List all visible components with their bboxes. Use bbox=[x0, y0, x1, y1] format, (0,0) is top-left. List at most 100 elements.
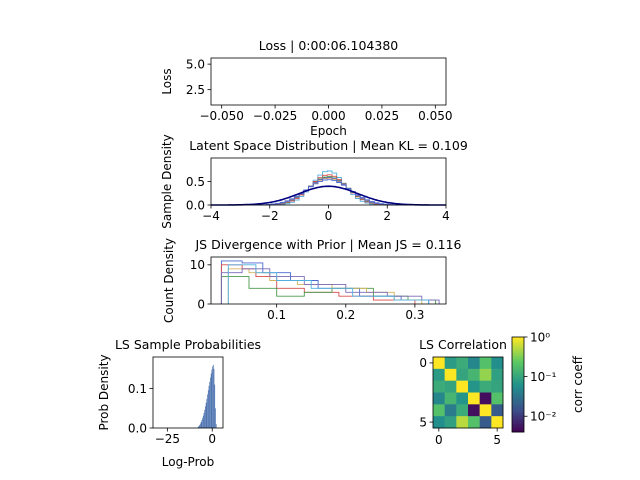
colorbar-segment bbox=[512, 384, 524, 387]
heatmap-cell bbox=[433, 392, 445, 405]
colorbar-segment bbox=[512, 394, 524, 396]
heatmap-cell bbox=[491, 357, 504, 370]
colorbar-segment bbox=[512, 365, 524, 368]
prob-bar bbox=[215, 424, 217, 428]
colorbar-segment bbox=[512, 357, 524, 360]
colorbar-segment bbox=[512, 414, 524, 417]
heatmap-cell bbox=[433, 357, 445, 370]
js-histogram-series bbox=[227, 264, 430, 304]
x-tick-label: 0 bbox=[435, 433, 443, 447]
heatmap-cell bbox=[456, 380, 469, 393]
x-tick-label: −0.050 bbox=[199, 109, 243, 123]
heatmap-cell bbox=[468, 357, 480, 370]
heatmap-cell bbox=[468, 368, 480, 381]
heatmap-cell bbox=[433, 380, 445, 393]
prob-bar bbox=[203, 413, 205, 428]
prior-curve bbox=[211, 185, 446, 206]
heatmap-cell bbox=[491, 392, 504, 405]
prob-bar bbox=[209, 381, 211, 428]
heatmap-cell bbox=[444, 380, 457, 393]
x-tick-label: −0.025 bbox=[253, 109, 297, 123]
prob-bar bbox=[215, 408, 216, 428]
y-axis-label: Count Density bbox=[162, 238, 176, 323]
colorbar-segment bbox=[512, 405, 524, 408]
y-axis-label: Loss bbox=[160, 68, 174, 94]
colorbar-segment bbox=[512, 400, 524, 403]
prob-bar bbox=[202, 415, 204, 428]
latent-panel: Latent Space Distribution | Mean KL = 0.… bbox=[160, 134, 468, 228]
x-tick-label: 0.000 bbox=[311, 109, 345, 123]
heatmap-cell bbox=[433, 416, 445, 429]
colorbar-segment bbox=[512, 409, 524, 412]
colorbar-segment bbox=[512, 392, 524, 395]
js-histogram-series bbox=[220, 268, 440, 304]
prob-bar bbox=[212, 364, 214, 428]
js-histogram-series bbox=[227, 268, 423, 304]
x-tick-label: 0.050 bbox=[418, 109, 452, 123]
heatmap-cell bbox=[444, 392, 457, 405]
y-tick-label: 5.0 bbox=[186, 57, 205, 71]
prob-bar bbox=[211, 369, 213, 428]
panel-title: JS Divergence with Prior | Mean JS = 0.1… bbox=[194, 237, 461, 252]
js-histogram-series bbox=[220, 260, 430, 304]
y-tick-label: 0 bbox=[419, 356, 427, 370]
x-tick-label: 4 bbox=[442, 209, 450, 223]
colorbar-segment bbox=[512, 338, 524, 341]
x-tick-label: 0 bbox=[208, 432, 216, 446]
prob-bar bbox=[213, 368, 215, 428]
heatmap-cell bbox=[444, 368, 457, 381]
colorbar-segment bbox=[512, 401, 524, 404]
colorbar-segment bbox=[512, 419, 524, 422]
y-tick-label: 0 bbox=[197, 297, 205, 311]
x-tick-label: 2 bbox=[383, 209, 391, 223]
prob-bar bbox=[204, 409, 206, 428]
heatmap-cell bbox=[468, 416, 480, 429]
prob-bar bbox=[208, 385, 210, 428]
colorbar-segment bbox=[512, 363, 524, 366]
prob-bar bbox=[212, 366, 213, 428]
y-tick-label: 5 bbox=[419, 415, 427, 429]
colorbar-segment bbox=[512, 389, 524, 392]
axes-frame bbox=[210, 57, 447, 106]
heatmap-cell bbox=[479, 416, 492, 429]
heatmap-cell bbox=[468, 380, 480, 393]
colorbar-segment bbox=[512, 381, 524, 384]
colorbar-segment bbox=[512, 373, 524, 376]
heatmap-cell bbox=[456, 392, 469, 405]
latent-series-line bbox=[252, 179, 408, 206]
colorbar-segment bbox=[512, 420, 524, 423]
colorbar-segment bbox=[512, 376, 524, 379]
y-axis-label: Prob Density bbox=[97, 354, 111, 430]
colorbar-segment bbox=[512, 371, 524, 374]
prob-bar bbox=[210, 377, 211, 428]
heatmap-cell bbox=[479, 357, 492, 370]
x-tick-label: 0.2 bbox=[336, 308, 355, 322]
heatmap-cell bbox=[468, 392, 480, 405]
colorbar-segment bbox=[512, 337, 524, 339]
colorbar-segment bbox=[512, 397, 524, 400]
colorbar-segment bbox=[512, 379, 524, 382]
colorbar-segment bbox=[512, 340, 524, 343]
colorbar-segment bbox=[512, 395, 524, 398]
x-tick-label: 0.1 bbox=[267, 308, 286, 322]
colorbar-segment bbox=[512, 348, 524, 351]
x-tick-label: 0.025 bbox=[365, 109, 399, 123]
heatmap-cell bbox=[491, 368, 504, 381]
heatmap-cell bbox=[444, 404, 457, 417]
colorbar-segment bbox=[512, 428, 524, 431]
colorbar-segment bbox=[512, 346, 524, 349]
js-histogram-series bbox=[220, 264, 416, 304]
colorbar-tick-label: 10⁰ bbox=[530, 330, 550, 344]
js-panel: JS Divergence with Prior | Mean JS = 0.1… bbox=[162, 237, 462, 323]
colorbar-segment bbox=[512, 398, 524, 401]
prob-bar bbox=[205, 402, 207, 428]
colorbar-segment bbox=[512, 351, 524, 354]
heatmap-cell bbox=[479, 368, 492, 381]
prob-bar bbox=[199, 424, 201, 428]
prob-bar bbox=[197, 426, 199, 428]
colorbar-segment bbox=[512, 422, 524, 425]
prob-bar bbox=[207, 394, 208, 428]
colorbar-segment bbox=[512, 386, 524, 389]
prob-bar bbox=[205, 406, 206, 428]
